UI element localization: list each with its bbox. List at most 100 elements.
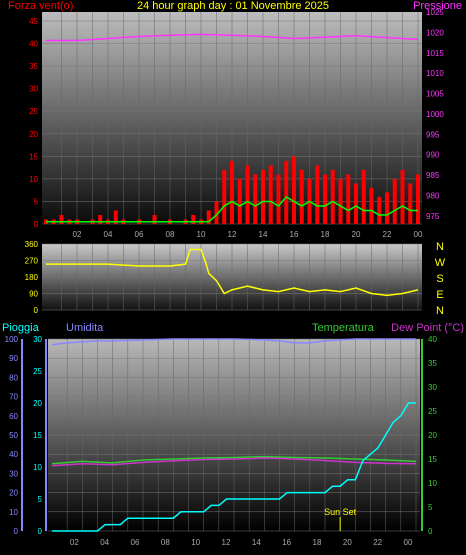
- temperature-tick: 0: [428, 527, 433, 536]
- x-tick: 18: [321, 230, 330, 239]
- rain-label: Pioggia: [2, 322, 40, 334]
- wind-bar: [191, 214, 196, 224]
- temperature-tick: 15: [428, 455, 437, 464]
- wind-bar: [253, 174, 258, 224]
- pressure-tick: 1010: [426, 69, 444, 78]
- pressure-tick: 1015: [426, 49, 444, 58]
- rain-tick: 15: [33, 431, 42, 440]
- x-tick: 00: [414, 230, 423, 239]
- temperature-tick: 10: [428, 479, 437, 488]
- pressure-tick: 1005: [426, 90, 444, 99]
- wind-bar: [385, 192, 389, 224]
- tick-labels: 0510152025303540459759809859909951000100…: [5, 8, 446, 547]
- x-tick: 16: [282, 538, 291, 547]
- x-tick: 06: [131, 538, 140, 547]
- x-tick: 22: [373, 538, 382, 547]
- humidity-tick: 30: [9, 469, 18, 478]
- title: 24 hour graph day : 01 Novembre 2025: [137, 0, 329, 12]
- rain-tick: 25: [33, 367, 42, 376]
- wind-bar: [214, 201, 219, 224]
- wind-tick: 0: [34, 220, 39, 229]
- humidity-tick: 50: [9, 431, 18, 440]
- temperature-tick: 20: [428, 431, 437, 440]
- wind-bar: [261, 169, 265, 224]
- wind-bar: [237, 178, 242, 224]
- grid-lines: [21, 12, 423, 532]
- temperature-tick: 5: [428, 503, 433, 512]
- humidity-tick: 20: [9, 489, 18, 498]
- x-tick: 00: [404, 538, 413, 547]
- wind-tick: 35: [29, 62, 38, 71]
- pressure-tick: 985: [426, 171, 440, 180]
- wind-bar: [284, 160, 289, 224]
- humidity-tick: 60: [9, 412, 18, 421]
- wind-bar: [338, 178, 343, 224]
- x-tick: 12: [222, 538, 231, 547]
- x-tick: 08: [166, 230, 175, 239]
- wind-bar: [245, 165, 250, 224]
- wind-bar: [323, 174, 327, 224]
- x-tick: 12: [228, 230, 237, 239]
- wind-bar: [377, 196, 382, 224]
- sunset-label: Sun Set: [324, 507, 357, 517]
- x-tick: 08: [161, 538, 170, 547]
- gust-line: [46, 195, 418, 223]
- wind-bar: [98, 214, 103, 224]
- wind-bar: [292, 156, 296, 224]
- x-tick: 06: [135, 230, 144, 239]
- wind-bar: [408, 183, 413, 224]
- wind-tick: 40: [29, 40, 38, 49]
- rain-tick: 30: [33, 335, 42, 344]
- compass-label: W: [435, 257, 446, 269]
- wind-bar: [346, 174, 351, 224]
- x-tick: 14: [252, 538, 261, 547]
- wind-bar: [361, 169, 366, 224]
- wind-bar: [416, 174, 420, 224]
- wind-bar: [230, 160, 234, 224]
- wind-bar: [113, 210, 118, 224]
- wind-bar: [222, 169, 227, 224]
- direction-tick: 0: [34, 306, 39, 315]
- direction-tick: 90: [29, 290, 38, 299]
- humidity-tick: 90: [9, 354, 18, 363]
- wind-tick: 10: [29, 175, 38, 184]
- direction-tick: 270: [25, 257, 39, 266]
- x-tick: 22: [383, 230, 392, 239]
- temperature-line: [51, 455, 417, 465]
- pressure-tick: 980: [426, 191, 440, 200]
- x-tick: 18: [313, 538, 322, 547]
- wind-tick: 20: [29, 130, 38, 139]
- wind-tick: 25: [29, 107, 38, 116]
- wind-bar: [299, 169, 304, 224]
- pressure-tick: 975: [426, 212, 440, 221]
- pressure-axis-label: Pressione: [413, 0, 462, 12]
- rain-tick: 5: [38, 495, 43, 504]
- wind-bar: [354, 183, 358, 224]
- dewpoint-label: Dew Point (°C): [391, 322, 464, 334]
- x-tick: 04: [100, 538, 109, 547]
- wind-tick: 15: [29, 152, 38, 161]
- series: [44, 33, 420, 532]
- x-tick: 16: [290, 230, 299, 239]
- wind-bar: [59, 214, 64, 224]
- rain-tick: 20: [33, 399, 42, 408]
- x-tick: 10: [197, 230, 206, 239]
- wind-axis-label: Forza vent(o): [8, 0, 73, 12]
- wind-bar: [330, 169, 335, 224]
- temperature-tick: 40: [428, 335, 437, 344]
- humidity-tick: 70: [9, 393, 18, 402]
- humidity-line: [51, 338, 416, 346]
- humidity-label: Umidita: [66, 322, 104, 334]
- wind-bar: [276, 174, 281, 224]
- wind-bar: [152, 214, 157, 224]
- direction-line: [46, 248, 419, 297]
- direction-tick: 180: [25, 273, 39, 282]
- rain-tick: 10: [33, 463, 42, 472]
- dewpoint-line: [51, 457, 417, 467]
- humidity-tick: 10: [9, 508, 18, 517]
- humidity-tick: 0: [14, 527, 19, 536]
- wind-tick: 30: [29, 85, 38, 94]
- compass-label: N: [436, 305, 444, 317]
- humidity-tick: 80: [9, 373, 18, 382]
